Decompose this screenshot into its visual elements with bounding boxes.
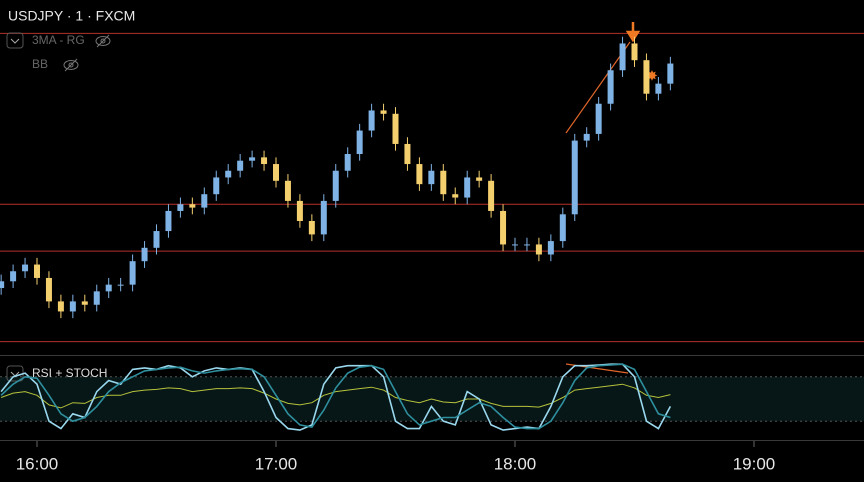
candle-body [320, 200, 327, 235]
candle-body [105, 284, 112, 292]
candle-body [189, 204, 196, 208]
candle-body [296, 200, 303, 221]
x-tick-label: 19:00 [733, 454, 776, 473]
hidden-icon[interactable] [63, 58, 79, 72]
indicator-label: BB [32, 57, 48, 71]
candle-body [500, 210, 507, 245]
candle-body [631, 43, 638, 61]
candle-body [34, 264, 40, 278]
candle-body [237, 160, 244, 171]
arrow-marker [625, 22, 641, 43]
indicator-line [0, 363, 672, 431]
symbol-title: USDJPY · 1 · FXCM [8, 8, 135, 24]
candle-body [476, 177, 483, 181]
candle-body [284, 180, 291, 201]
candle-body [153, 231, 160, 248]
candle-body [225, 170, 232, 178]
candle-body [273, 164, 279, 181]
candle-body [22, 264, 29, 272]
candle-body [452, 194, 459, 198]
candle-body [559, 214, 566, 242]
candle-body [655, 83, 662, 94]
candle-body [177, 204, 184, 211]
candle-body [571, 140, 578, 215]
candle-body [667, 63, 674, 84]
candle-body [165, 210, 172, 232]
candle-body [416, 164, 423, 185]
candle-body [535, 244, 542, 255]
candle-body [619, 43, 626, 71]
candle-body [249, 157, 256, 161]
candle-body [332, 170, 339, 201]
candle-body [10, 271, 17, 282]
candle-body [428, 170, 435, 185]
candle-body [595, 103, 602, 134]
candle-body [547, 241, 554, 255]
candle-body [81, 301, 88, 305]
candle-body [512, 244, 518, 246]
candle-body [356, 130, 363, 154]
trend-line [565, 41, 631, 134]
indicator-label: 3MA - RG [32, 33, 85, 47]
candle-body [0, 281, 5, 288]
candle-body [488, 180, 495, 211]
candle-body [643, 60, 650, 94]
candle-body [392, 113, 399, 144]
candle-body [464, 177, 471, 198]
candle-body [308, 221, 315, 235]
candle-body [380, 110, 387, 114]
collapse-button[interactable] [6, 32, 24, 49]
hidden-icon[interactable] [95, 34, 111, 48]
candle-body [117, 284, 124, 286]
candle-body [583, 133, 590, 141]
indicator-line [0, 383, 671, 409]
candle-body [607, 70, 614, 104]
x-tick-label: 16:00 [16, 454, 59, 473]
x-tick-label: 18:00 [494, 454, 537, 473]
candle-body [129, 261, 136, 285]
candle-body [368, 110, 375, 131]
candle-body [213, 177, 220, 195]
chevron [10, 38, 20, 44]
candle-body [45, 277, 52, 302]
x-tick-label: 17:00 [255, 454, 298, 473]
indicator-title: RSI + STOCH [32, 366, 107, 380]
candle-body [404, 143, 411, 165]
candle-body [344, 154, 351, 171]
candle-body [141, 247, 148, 262]
indicator-line [0, 363, 671, 430]
candle-body [523, 244, 530, 246]
candle-body [57, 301, 64, 312]
candle-body [201, 194, 208, 208]
candle-body [261, 157, 268, 165]
candle-body [440, 170, 447, 195]
candle-body [69, 301, 76, 312]
candle-body [93, 291, 100, 305]
